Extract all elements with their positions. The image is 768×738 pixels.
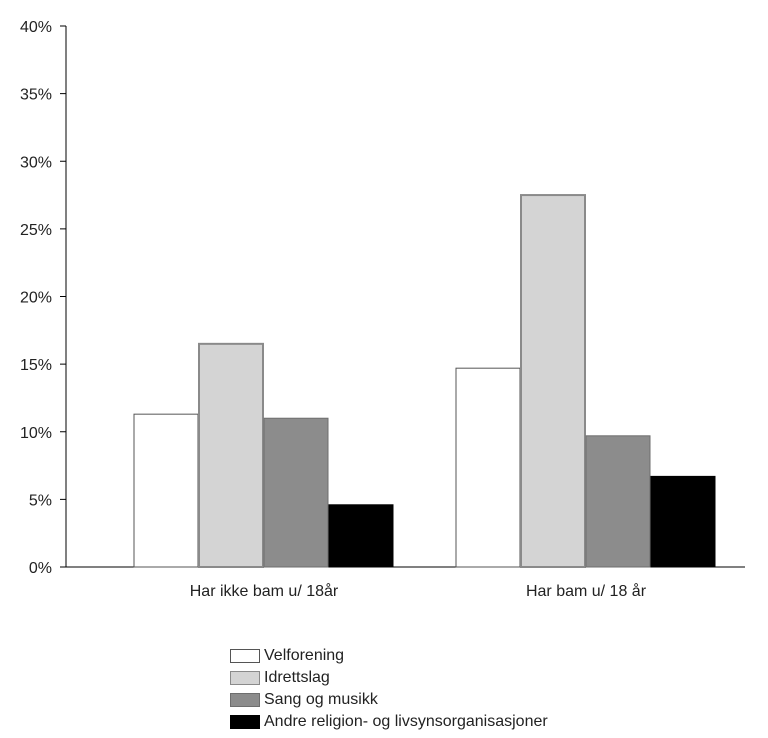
legend-item: Idrettslag — [230, 667, 548, 689]
y-tick-label: 30% — [20, 154, 52, 171]
legend-swatch — [230, 671, 260, 685]
bar — [328, 504, 394, 568]
bar — [455, 367, 521, 568]
x-category-label: Har ikke bam u/ 18år — [190, 582, 339, 600]
legend-swatch — [230, 715, 260, 729]
legend-label: Sang og musikk — [264, 691, 378, 708]
legend: Velforening Idrettslag Sang og musikk Andre… — [230, 645, 548, 733]
y-tick-label: 5% — [29, 492, 52, 509]
bars — [133, 194, 716, 568]
legend-item: Andre religion- og livsynsorganisasjoner — [230, 711, 548, 733]
legend-item: Velforening — [230, 645, 548, 667]
labels: 0% 5% 10% 15% 20% 25% 30% 35% 40% Har ikke bam u/… — [20, 19, 647, 600]
y-tick-label: 0% — [29, 560, 52, 577]
legend-swatch — [230, 649, 260, 663]
legend-swatch — [230, 693, 260, 707]
bar — [520, 194, 586, 568]
legend-label: Andre religion- og livsynsorganisasjoner — [264, 713, 548, 730]
bar — [133, 413, 199, 568]
y-tick-label: 25% — [20, 222, 52, 239]
legend-label: Idrettslag — [264, 669, 330, 686]
bar — [650, 475, 716, 568]
x-category-label: Har bam u/ 18 år — [526, 582, 647, 600]
y-tick-label: 15% — [20, 357, 52, 374]
bar — [263, 417, 329, 568]
y-tick-label: 40% — [20, 19, 52, 36]
bar — [198, 342, 264, 568]
y-tick-label: 20% — [20, 290, 52, 307]
y-tick-label: 35% — [20, 87, 52, 104]
y-tick-label: 10% — [20, 425, 52, 442]
legend-item: Sang og musikk — [230, 689, 548, 711]
bar — [585, 435, 651, 568]
legend-label: Velforening — [264, 647, 345, 664]
